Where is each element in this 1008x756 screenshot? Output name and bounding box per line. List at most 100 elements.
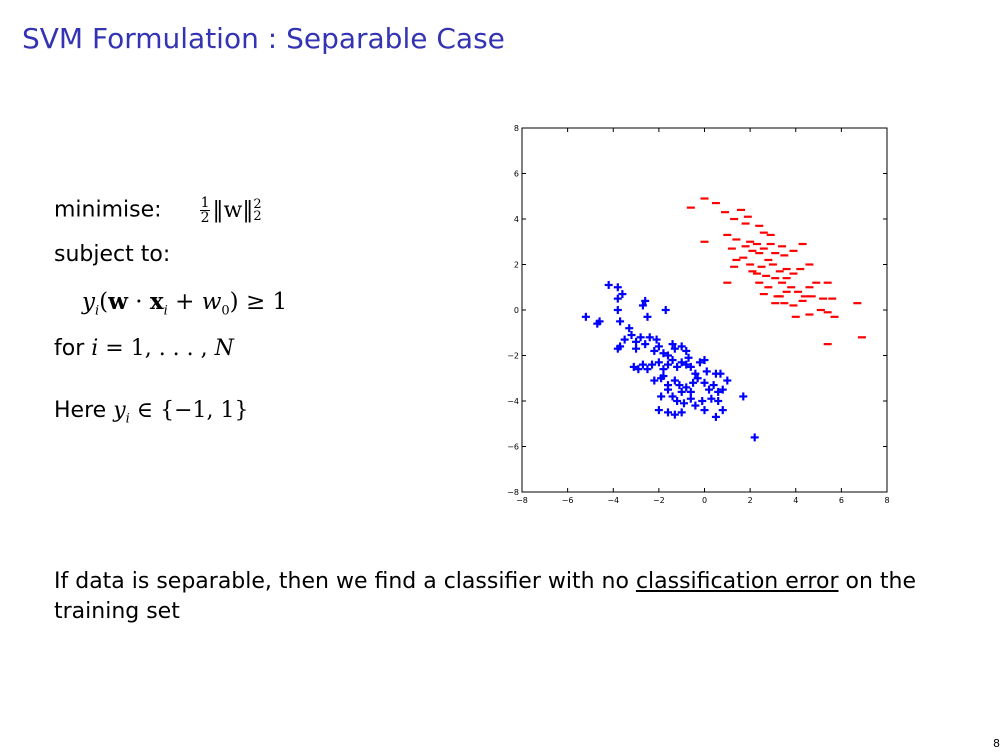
positive-point [675,381,684,390]
positive-point [684,353,693,362]
positive-point [613,294,622,303]
y-tick-label: −4 [507,397,519,406]
positive-point [693,374,702,383]
positive-point [620,335,629,344]
positive-point [698,397,707,405]
page-number: 8 [993,737,1000,750]
open-paren: ( [99,289,109,315]
positive-point [686,387,695,396]
y-tick-label: 6 [514,170,519,179]
frac-denominator: 2 [200,210,210,226]
positive-point [604,280,613,289]
positive-point [677,342,686,351]
y-tick-label: 0 [514,306,519,315]
positive-point [634,365,643,374]
x-tick-label: 4 [793,496,798,505]
subject-to-label: subject to: [54,242,171,267]
positive-point [670,344,679,353]
positive-point [714,397,723,405]
norm-expression: ‖w‖ 2 2 [212,198,261,223]
positive-point [654,342,663,351]
positive-point [695,358,704,367]
constraint-equation: yi(w · xi + w0) ≥ 1 [82,288,287,319]
positive-point [691,401,700,410]
x-tick-label: −6 [562,496,574,505]
x-tick-label: −2 [653,496,665,505]
positive-point [673,362,682,371]
positive-point [629,362,638,371]
norm-text: ‖w‖ [212,197,254,223]
positive-point [627,331,636,340]
positive-point [643,312,652,321]
positive-point [677,387,686,396]
n-var: N [214,336,234,361]
conclusion-part-2: on the training set [54,569,916,624]
x-index: i [163,303,168,319]
positive-point [636,333,645,342]
positive-point [652,335,661,344]
y-tick-label: 4 [514,215,519,224]
positive-point [595,317,604,326]
y-tick-label: −6 [507,443,519,452]
positive-point [673,397,682,405]
positive-point [700,378,709,387]
positive-point [625,324,634,333]
positive-point [723,376,732,385]
positive-point [664,351,672,360]
positive-point [716,369,725,378]
positive-point [718,406,727,415]
slide-title: SVM Formulation : Separable Case [22,22,505,55]
positive-point [750,433,759,442]
x-tick-label: 2 [748,496,753,505]
label-set-values: ∈ {−1, 1} [129,398,249,423]
range-values: = 1, . . . , [98,336,215,361]
x-tick-label: 8 [884,496,889,505]
y-tick-label: −2 [507,352,519,361]
positive-point [654,358,663,367]
index-range: i = 1, . . . , N [91,336,234,361]
positive-point [670,410,679,419]
positive-point [659,349,668,358]
positive-point [616,317,625,326]
positive-point [641,296,650,305]
label-set: yi ∈ {−1, 1} [113,398,249,426]
positive-point [632,337,641,346]
positive-point [659,371,668,380]
w0-var: w [201,289,222,315]
positive-point [638,301,647,310]
positive-point [668,340,677,349]
x-tick-label: 6 [839,496,844,505]
positive-point [689,378,698,387]
frac-numerator: 1 [199,195,211,211]
positive-point [718,385,727,394]
i-var: i [91,336,99,361]
positive-point [670,376,679,385]
y-index: i [95,303,100,319]
positive-point [661,306,670,314]
positive-point [645,333,654,342]
positive-point [739,392,748,401]
positive-point [679,399,688,408]
positive-point [581,312,590,321]
positive-point [650,346,659,355]
positive-point [709,381,718,390]
w-vector: w [108,288,128,315]
axis-ticks: −8 −6 −4 −2 0 2 4 6 8 8 6 4 2 0 −2 −4 −6 −8 [507,124,889,505]
positive-point [714,387,723,396]
conclusion-text: If data is separable, then we find a cla… [54,567,954,627]
minimise-label: minimise: [54,197,162,223]
positive-point [700,406,709,415]
positive-point [668,392,677,401]
positive-point [613,344,622,353]
positive-point [650,376,659,385]
x-tick-label: −8 [516,496,528,505]
plus-op: + [167,289,202,315]
index-range-line: for i = 1, . . . , N [54,336,234,361]
close-ineq: ) ≥ 1 [229,289,288,315]
positive-point [664,360,672,369]
positive-point [613,306,622,314]
conclusion-part-1: If data is separable, then we find a cla… [54,569,636,594]
classification-error-link[interactable]: classification error [635,569,839,594]
for-label: for [54,336,85,361]
